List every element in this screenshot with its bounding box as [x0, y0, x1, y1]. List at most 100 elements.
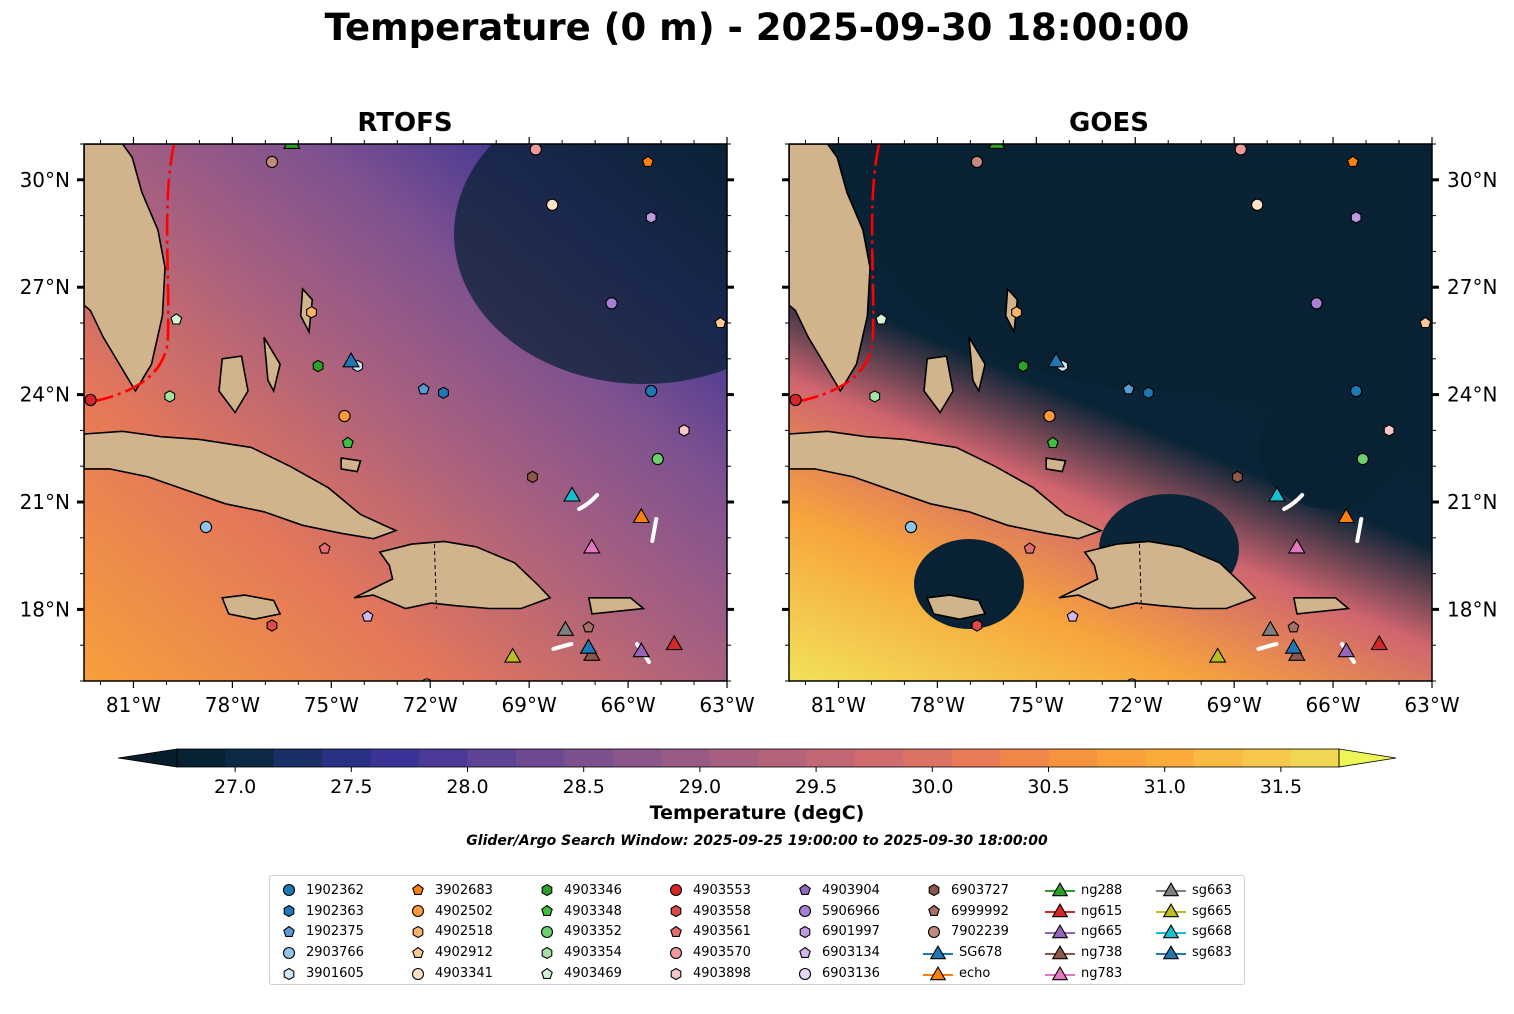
- legend-item-5906966: 5906966: [794, 901, 880, 922]
- colorbar-extend-high: [1338, 748, 1397, 768]
- legend-marker: [670, 967, 682, 980]
- legend-symbol: [541, 905, 553, 917]
- legend-symbol: [799, 946, 811, 958]
- legend-item-3901605: 3901605: [278, 963, 364, 984]
- platform-marker-4903346: [312, 359, 324, 373]
- legend-label: 3902683: [435, 882, 493, 898]
- legend-symbol: [1162, 944, 1180, 960]
- colorbar-bin: [1000, 749, 1050, 767]
- colorbar-bin: [177, 749, 227, 767]
- legend-marker: [669, 946, 683, 959]
- colorbar-bin: [1290, 749, 1340, 767]
- map-panel-rtofs: 81°W 78°W 75°W 72°W 69°W 66°W 63°W 18°N 21°N 24°N…: [20, 137, 755, 717]
- colorbar: 27.0 27.5 28.0 28.5 29.0 29.5 30.0 30.5 31.0 31.5: [117, 748, 1397, 798]
- platform-marker-sg665: [503, 647, 522, 663]
- legend-marker: [669, 884, 683, 897]
- y-tick-label: 30°N: [20, 168, 70, 192]
- platform-marker-4902518: [1011, 306, 1022, 319]
- legend-marker: [1045, 923, 1075, 939]
- legend-marker: [923, 944, 953, 960]
- land-cuba: [789, 430, 1104, 540]
- x-tick-label: 69°W: [1207, 693, 1262, 717]
- colorbar-tick-label: 29.0: [679, 776, 721, 798]
- platform-marker-1902363: [438, 386, 449, 400]
- legend-column: sg663 sg665 sg668 sg683: [1156, 880, 1232, 963]
- colorbar-frame: [176, 748, 1340, 768]
- cloud-masked-area: [869, 144, 1432, 394]
- legend-marker: [541, 905, 553, 917]
- x-tick-label: 72°W: [403, 693, 458, 717]
- map-panels: 81°W 78°W 75°W 72°W 69°W 66°W 63°W 18°N 21°N 24°N…: [20, 137, 1497, 798]
- x-tick-label: 78°W: [205, 693, 260, 717]
- legend-marker: [670, 905, 682, 918]
- colorbar-bin: [903, 749, 953, 767]
- platform-marker-2903766: [199, 520, 213, 534]
- colorbar-bin: [758, 749, 808, 767]
- legend-label: 4903352: [564, 924, 622, 940]
- legend-symbol: [928, 884, 940, 897]
- platform-marker-3902683: [641, 155, 654, 167]
- legend-symbol: [1051, 923, 1069, 939]
- legend-marker: [670, 925, 682, 937]
- legend-item-6999992: 6999992: [923, 901, 1009, 922]
- legend-label: 4903558: [693, 903, 751, 919]
- platform-marker-6901997: [645, 211, 657, 224]
- platform-marker-7902239: [970, 155, 984, 169]
- legend-item-4902502: 4902502: [407, 901, 493, 922]
- platform-marker-6903727: [527, 470, 538, 484]
- legend-marker: [283, 967, 295, 980]
- legend-item-4903898: 4903898: [665, 963, 751, 984]
- platform-marker-4903348: [341, 436, 354, 449]
- legend-marker: [411, 905, 425, 918]
- platform-marker-sg683: [1284, 638, 1303, 654]
- legend-label: 4903354: [564, 945, 622, 961]
- legend-label: 7902239: [951, 924, 1009, 940]
- land-florida: [789, 144, 871, 393]
- legend-symbol: [1051, 903, 1069, 918]
- platform-marker-4903553: [789, 393, 802, 407]
- legend-item-4903341: 4903341: [407, 963, 493, 984]
- platform-legend: 1902362 1902363 1902375 2903766 3901605 39026…: [269, 875, 1245, 985]
- panel-title-goes: GOES: [1069, 108, 1149, 138]
- colorbar-tick-label: 27.0: [214, 776, 256, 798]
- legend-label: 1902363: [306, 903, 364, 919]
- platform-marker-4902912: [714, 316, 727, 329]
- colorbar-bin: [612, 749, 662, 767]
- legend-item-sg668: sg668: [1156, 922, 1232, 943]
- legend-item-4903348: 4903348: [536, 901, 622, 922]
- legend-symbol: [927, 925, 941, 939]
- legend-item-4902912: 4902912: [407, 942, 493, 963]
- legend-label: sg663: [1192, 882, 1232, 898]
- legend-label: ng783: [1081, 966, 1123, 982]
- land-andros: [218, 355, 249, 414]
- legend-label: 4903570: [693, 945, 751, 961]
- legend-marker: [412, 946, 424, 958]
- legend-symbol: [282, 884, 296, 897]
- panel-title-rtofs: RTOFS: [357, 108, 453, 138]
- legend-label: ng665: [1081, 924, 1123, 940]
- platform-marker-6903134: [1066, 610, 1079, 622]
- platform-marker-4903561: [318, 542, 331, 554]
- platform-marker-4903898: [1383, 424, 1395, 437]
- y-tick-label: 24°N: [1447, 383, 1497, 407]
- platform-marker-sg683: [579, 638, 598, 654]
- legend-marker: [541, 884, 553, 897]
- legend-label: SG678: [959, 945, 1003, 961]
- legend-item-6903727: 6903727: [923, 880, 1009, 901]
- legend-column: 4903904 5906966 6901997 6903134 6903136: [794, 880, 880, 984]
- legend-item-ng615: ng615: [1045, 901, 1122, 922]
- figure-title: Temperature (0 m) - 2025-09-30 18:00:00: [324, 6, 1190, 49]
- legend-symbol: [929, 944, 947, 960]
- legend-item-ng288: ng288: [1045, 880, 1122, 901]
- legend-item-4903354: 4903354: [536, 942, 622, 963]
- legend-item-sg683: sg683: [1156, 942, 1232, 963]
- platform-marker-4903558: [266, 619, 278, 632]
- legend-symbol: [1051, 965, 1069, 980]
- platform-marker-4903898: [678, 424, 690, 437]
- haiti-dr-border: [1138, 544, 1142, 609]
- legend-marker: [1045, 903, 1075, 918]
- legend-symbol: [412, 884, 424, 896]
- platform-marker-sg668: [1268, 486, 1286, 502]
- legend-marker: [283, 925, 295, 937]
- legend-item-6901997: 6901997: [794, 922, 880, 943]
